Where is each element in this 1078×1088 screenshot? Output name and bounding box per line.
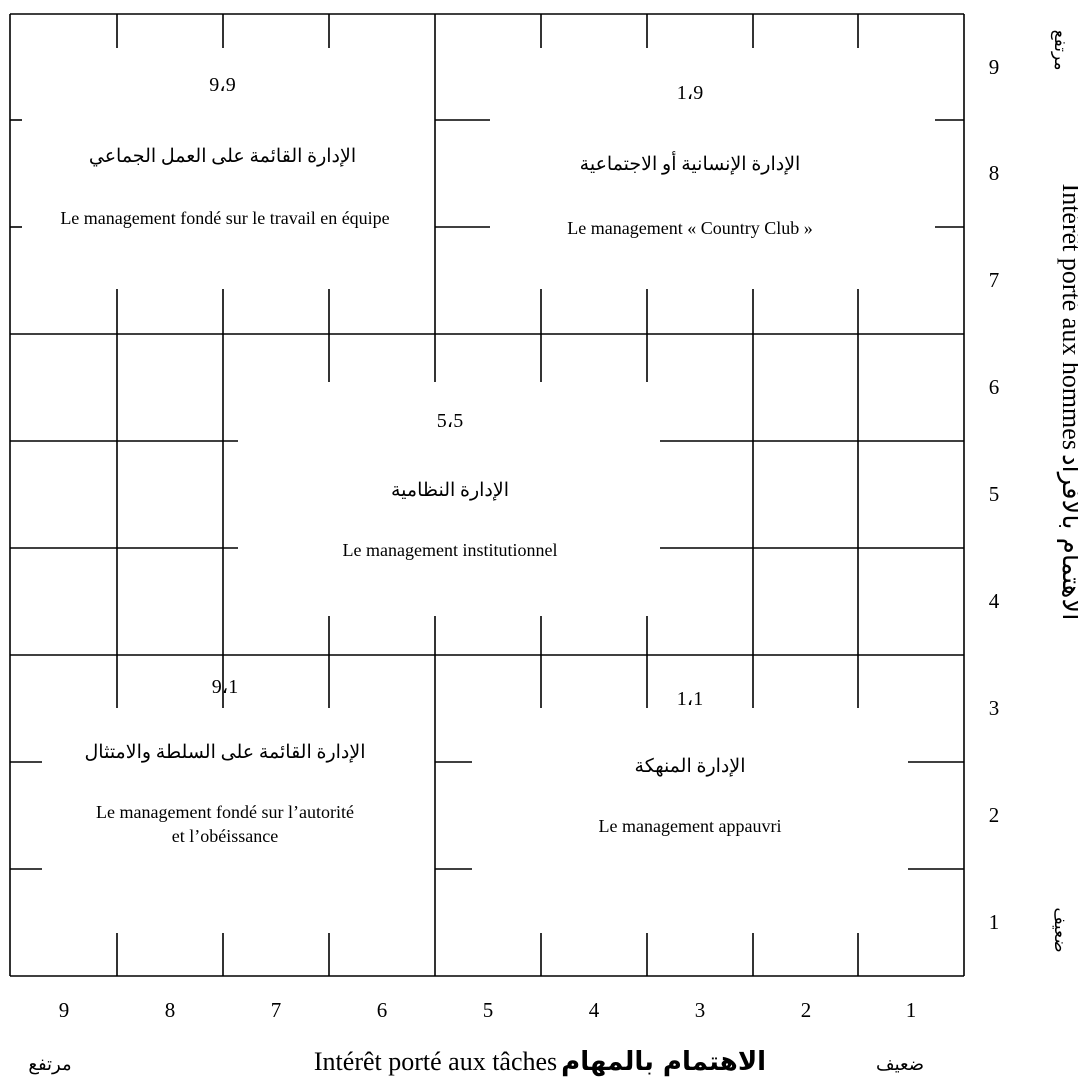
x-tick-label: 1 — [905, 998, 917, 1022]
style-1-9-coord: 1،9 — [676, 82, 704, 104]
y-tick-label: 8 — [988, 161, 1000, 185]
style-9-9-arabic: الإدارة القائمة على العمل الجماعي — [88, 146, 357, 167]
style-5-5-french: Le management institutionnel — [342, 540, 558, 560]
y-tick-label: 9 — [988, 55, 1000, 79]
y-tick-label: 1 — [988, 910, 1000, 934]
y-axis-low-label: ضعيف — [1051, 907, 1070, 953]
x-axis-title-fr: Intérêt porté aux tâches — [313, 1047, 558, 1076]
x-axis-high-label: مرتفع — [28, 1054, 72, 1074]
style-9-1-arabic: الإدارة القائمة على السلطة والامتثال — [84, 742, 366, 763]
style-5-5-arabic: الإدارة النظامية — [390, 480, 509, 501]
style-9-9-french: Le management fondé sur le travail en éq… — [60, 208, 390, 228]
y-tick-label: 3 — [988, 696, 1000, 720]
x-tick-label: 3 — [694, 998, 706, 1022]
x-axis-title: Intérêt porté aux tâches الاهتمام بالمها… — [240, 1044, 840, 1080]
style-9-1-french: Le management fondé sur l’autorité et l’… — [96, 802, 354, 847]
y-axis-title-fr: Intérêt porté aux hommes — [1057, 183, 1078, 450]
x-axis-low-label: ضعيف — [875, 1054, 925, 1074]
x-tick-label: 8 — [164, 998, 176, 1022]
x-tick-label: 6 — [376, 998, 388, 1022]
style-1-1-coord: 1،1 — [676, 688, 704, 710]
style-1-1-french: Le management appauvri — [598, 816, 782, 836]
style-1-9-arabic: الإدارة الإنسانية أو الاجتماعية — [579, 154, 801, 175]
style-1-1-arabic: الإدارة المنهكة — [634, 756, 746, 777]
y-axis-high-label: مرتفع — [1051, 29, 1070, 71]
y-tick-label: 6 — [988, 375, 1000, 399]
style-9-1-coord: 9،1 — [211, 676, 239, 698]
y-axis-title-ar: الاهتمام بالأفراد — [1056, 453, 1078, 621]
x-tick-label: 5 — [482, 998, 494, 1022]
style-5-5-coord: 5،5 — [436, 410, 464, 432]
y-tick-label: 2 — [988, 803, 1000, 827]
x-axis-title-ar: الاهتمام بالمهام — [561, 1047, 767, 1077]
y-axis-title: Intérêt porté aux hommes الاهتمام بالأفر… — [1046, 102, 1078, 702]
x-tick-label: 7 — [270, 998, 282, 1022]
y-tick-label: 7 — [988, 268, 1000, 292]
x-tick-label: 9 — [58, 998, 70, 1022]
style-1-9-french: Le management « Country Club » — [567, 218, 813, 238]
y-tick-label: 5 — [988, 482, 1000, 506]
x-tick-label: 4 — [588, 998, 600, 1022]
y-tick-label: 4 — [988, 589, 1000, 613]
style-9-9-coord: 9،9 — [209, 74, 236, 96]
x-tick-label: 2 — [800, 998, 812, 1022]
